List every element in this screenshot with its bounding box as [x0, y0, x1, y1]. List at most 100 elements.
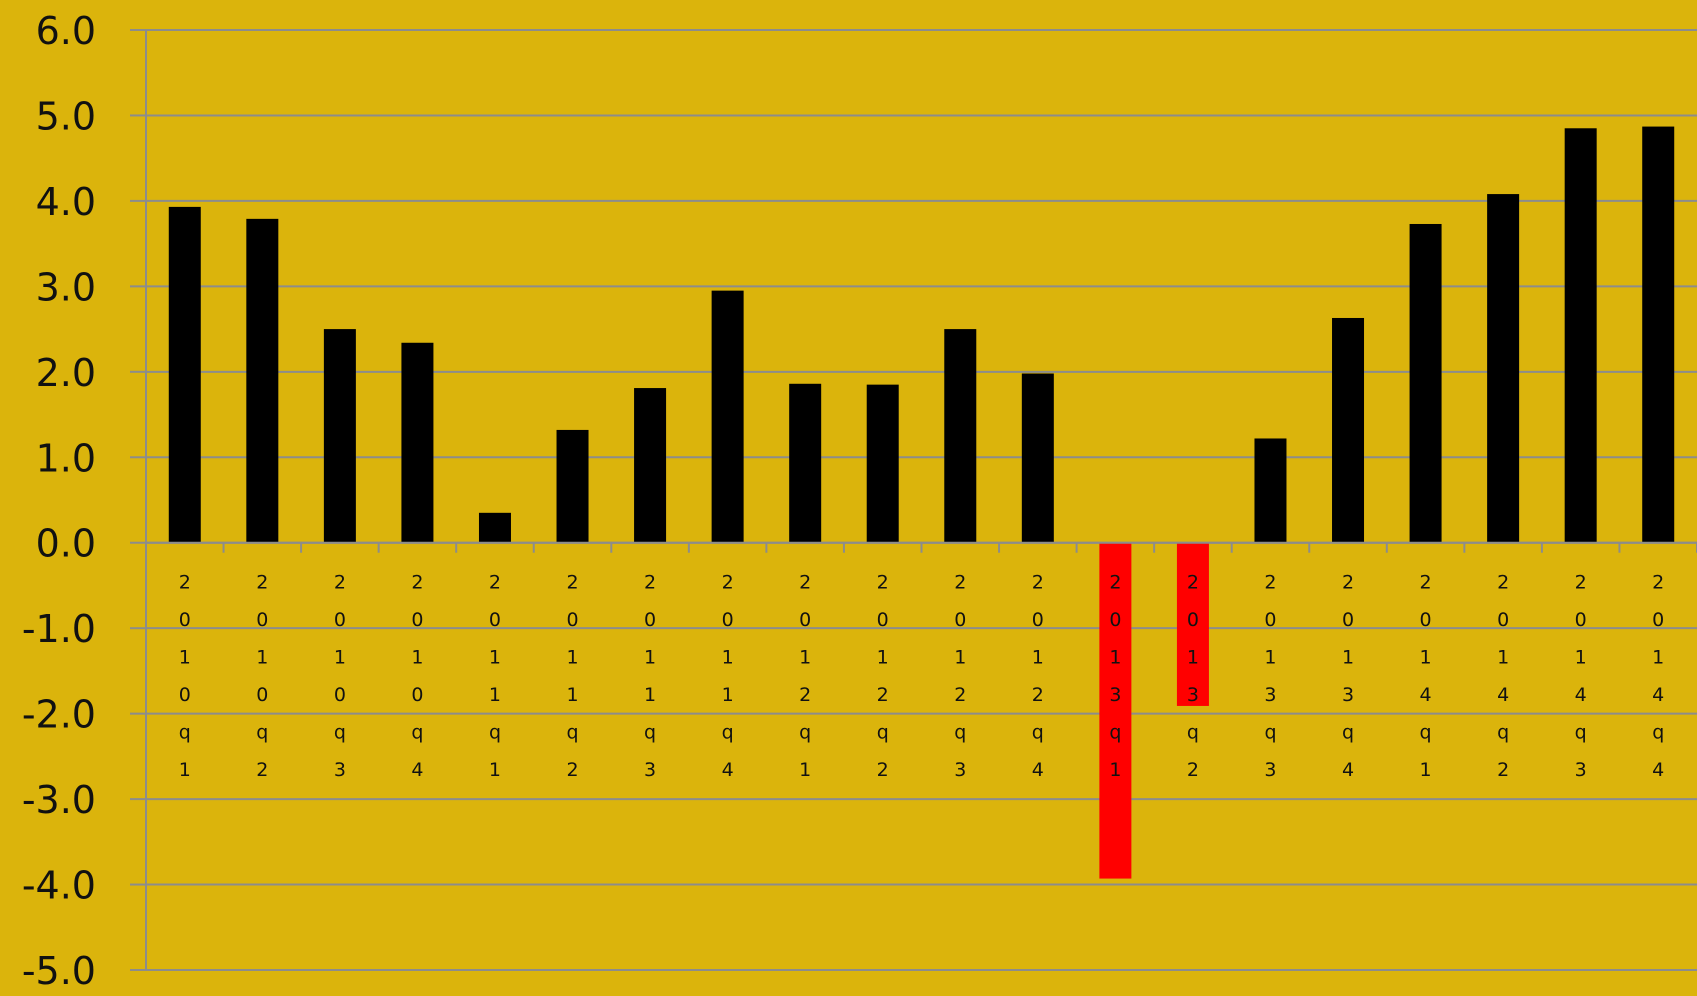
x-tick-label-char: 0 [1497, 609, 1509, 631]
x-tick-label-char: q [1109, 722, 1121, 744]
x-tick-label-char: 3 [1264, 759, 1276, 781]
x-tick-label-char: 2 [1497, 759, 1509, 781]
x-tick-label-char: 2 [877, 572, 889, 594]
x-tick-label-char: 1 [334, 647, 346, 669]
bar [1176, 542, 1209, 706]
x-tick-label-char: q [179, 722, 191, 744]
x-tick-label-char: 0 [877, 609, 889, 631]
x-tick-label-char: 0 [1032, 609, 1044, 631]
x-tick-label-char: 0 [411, 684, 423, 706]
x-tick-label: 2 0 1 0 q 3 [334, 572, 346, 782]
x-tick-label-char: 4 [1652, 759, 1664, 781]
x-tick-label: 2 0 1 3 q 4 [1342, 572, 1354, 782]
x-tick-label-char: q [566, 722, 578, 744]
y-tick-label: -2.0 [22, 693, 96, 737]
x-tick-label-char: 2 [644, 572, 656, 594]
x-tick-label-char: 0 [566, 609, 578, 631]
y-tick-label: -4.0 [22, 864, 96, 908]
x-tick-label-char: q [877, 722, 889, 744]
bar [866, 384, 899, 543]
bar [944, 329, 977, 543]
x-tick-label: 2 0 1 4 q 3 [1575, 572, 1587, 782]
x-tick-label-char: 2 [1342, 572, 1354, 594]
x-tick-label-char: 0 [799, 609, 811, 631]
x-tick-label-char: 0 [1420, 609, 1432, 631]
x-tick-label-char: q [1264, 722, 1276, 744]
bar [634, 388, 667, 543]
x-tick-label-char: q [411, 722, 423, 744]
x-tick-label-char: 2 [1187, 759, 1199, 781]
x-tick-label-char: 2 [954, 572, 966, 594]
x-tick-label: 2 0 1 1 q 4 [722, 572, 734, 782]
x-tick-label-char: 4 [722, 759, 734, 781]
x-tick-label: 2 0 1 4 q 1 [1420, 572, 1432, 782]
x-tick-label-char: 2 [1575, 572, 1587, 594]
x-tick-label: 2 0 1 2 q 1 [799, 572, 811, 782]
x-tick-label-char: 0 [411, 609, 423, 631]
x-tick-label-char: 1 [179, 759, 191, 781]
bar [556, 429, 589, 543]
x-tick-label-char: 4 [411, 759, 423, 781]
bar [168, 206, 201, 543]
x-tick-label-char: 2 [1497, 572, 1509, 594]
y-tick-label: -1.0 [22, 607, 96, 651]
x-tick-label-char: 1 [644, 647, 656, 669]
x-tick-label-char: 0 [256, 684, 268, 706]
x-tick-label-char: 2 [489, 572, 501, 594]
x-tick-label-char: q [1420, 722, 1432, 744]
bar [1564, 128, 1597, 543]
bar [1487, 194, 1520, 543]
x-tick-label-char: q [334, 722, 346, 744]
x-tick-label-char: 0 [1652, 609, 1664, 631]
x-tick-label-char: 0 [954, 609, 966, 631]
x-tick-label-char: 1 [1109, 647, 1121, 669]
x-tick-label: 2 0 1 1 q 1 [489, 572, 501, 782]
y-tick-label: 5.0 [36, 94, 96, 138]
y-tick-label: 3.0 [36, 265, 96, 309]
x-tick-label-char: 1 [1264, 647, 1276, 669]
x-tick-label: 2 0 1 1 q 3 [644, 572, 656, 782]
x-tick-label-char: 1 [722, 684, 734, 706]
y-tick-label: 2.0 [36, 351, 96, 395]
x-tick-label-char: 1 [799, 647, 811, 669]
x-tick-label-char: 1 [877, 647, 889, 669]
x-tick-label-char: q [256, 722, 268, 744]
x-tick-label-char: 2 [799, 572, 811, 594]
x-tick-label-char: 2 [722, 572, 734, 594]
bar [789, 383, 822, 543]
x-tick-label-char: 1 [179, 647, 191, 669]
x-tick-label-char: 0 [1264, 609, 1276, 631]
x-tick-label-char: q [722, 722, 734, 744]
x-tick-label-char: q [1032, 722, 1044, 744]
x-tick-label-char: 3 [1187, 684, 1199, 706]
x-tick-label-char: 2 [179, 572, 191, 594]
x-tick-label-char: q [489, 722, 501, 744]
x-tick-label-char: q [954, 722, 966, 744]
x-tick-label-char: 1 [1420, 759, 1432, 781]
x-tick-label-char: 2 [954, 684, 966, 706]
x-tick-label-char: 1 [1652, 647, 1664, 669]
y-tick-label: 6.0 [36, 9, 96, 53]
x-tick-label-char: q [1652, 722, 1664, 744]
x-tick-label-char: 2 [1032, 684, 1044, 706]
x-tick-label-char: 1 [954, 647, 966, 669]
x-tick-label-char: 1 [644, 684, 656, 706]
x-tick-label: 2 0 1 2 q 2 [877, 572, 889, 782]
x-tick-label: 2 0 1 1 q 2 [566, 572, 578, 782]
x-tick-label-char: 1 [722, 647, 734, 669]
x-tick-label-char: 3 [334, 759, 346, 781]
x-tick-label-char: 1 [411, 647, 423, 669]
x-tick-label: 2 0 1 3 q 2 [1187, 572, 1199, 782]
x-tick-label-char: 1 [1420, 647, 1432, 669]
x-tick-label-char: q [1187, 722, 1199, 744]
y-tick-label: -3.0 [22, 778, 96, 822]
x-tick-label: 2 0 1 2 q 3 [954, 572, 966, 782]
x-tick-label-char: 1 [566, 647, 578, 669]
x-tick-label-char: 4 [1420, 684, 1432, 706]
x-tick-label-char: 1 [489, 684, 501, 706]
x-tick-label: 2 0 1 3 q 3 [1264, 572, 1276, 782]
x-tick-label-char: 2 [1652, 572, 1664, 594]
x-tick-label-char: 0 [489, 609, 501, 631]
x-tick-label-char: 2 [566, 759, 578, 781]
bar [1099, 542, 1132, 879]
